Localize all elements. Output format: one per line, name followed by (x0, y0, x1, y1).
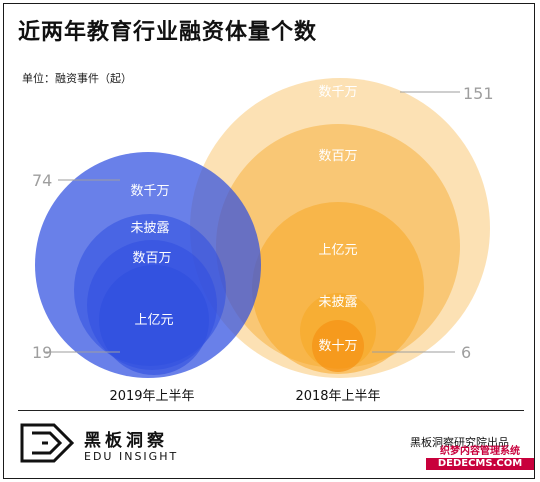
label-2018-yiyi: 上亿元 (318, 243, 357, 258)
watermark-line2: DEDECMS.COM (426, 458, 534, 470)
watermark: 织梦内容管理系统 DEDECMS.COM (426, 446, 534, 470)
label-2019-baiwan: 数百万 (132, 251, 171, 266)
brand-name-en: EDU INSIGHT (84, 450, 179, 463)
label-2018-qianwan: 数千万 (318, 85, 357, 100)
bubble-2018-yiyi (252, 202, 424, 374)
scale-label-19: 19 (32, 343, 52, 362)
label-2019-qianwan: 数千万 (130, 184, 169, 199)
label-2019-weipilu: 未披露 (130, 221, 169, 236)
scale-label-6: 6 (461, 343, 471, 362)
chart-frame (3, 3, 535, 479)
group-label-2018: 2018年上半年 (295, 389, 380, 404)
series-2019 (35, 152, 261, 378)
edu-insight-logo-icon (20, 423, 74, 463)
label-2019-yiyi: 上亿元 (134, 313, 173, 328)
chart-title: 近两年教育行业融资体量个数 (18, 20, 318, 45)
watermark-line1: 织梦内容管理系统 (440, 446, 520, 457)
label-2018-weipilu: 未披露 (318, 295, 357, 310)
source-credit: 黑板洞察研究院出品 (410, 436, 509, 449)
group-label-2019: 2019年上半年 (109, 389, 194, 404)
bubble-2018-shiwan (312, 320, 364, 372)
brand-name-cn: 黑板洞察 (84, 431, 168, 451)
unit-label: 单位：融资事件（起） (22, 72, 132, 85)
bubble-2019-yiyi (99, 265, 209, 375)
scale-label-74: 74 (32, 171, 52, 190)
scale-label-151: 151 (463, 84, 494, 103)
label-2018-shiwan: 数十万 (318, 339, 357, 354)
footer-divider (18, 410, 524, 411)
label-2018-baiwan: 数百万 (318, 149, 357, 164)
series-2018 (190, 78, 490, 378)
